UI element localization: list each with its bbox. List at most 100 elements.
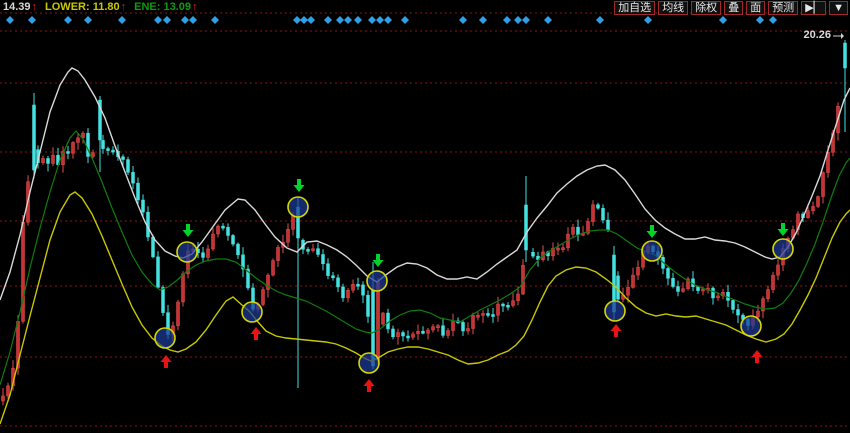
- forecast-button[interactable]: 预测: [768, 1, 799, 15]
- up-candle: [816, 196, 820, 207]
- sell-arrow-icon: [646, 225, 658, 238]
- event-diamond-icon: [64, 16, 72, 24]
- down-candle: [98, 99, 102, 141]
- event-diamond-icon: [324, 16, 332, 24]
- down-candle: [236, 243, 240, 256]
- up-candle: [631, 274, 635, 288]
- up-candle: [286, 229, 290, 243]
- up-candle: [396, 332, 400, 338]
- buy-signal-circle: [241, 301, 263, 323]
- event-diamond-icon: [354, 16, 362, 24]
- dropdown-button[interactable]: ▼: [829, 1, 848, 15]
- up-candle: [591, 204, 595, 222]
- up-candle: [811, 206, 815, 211]
- up-candle: [381, 312, 385, 325]
- up-candle: [436, 325, 440, 328]
- down-candle: [161, 287, 165, 313]
- down-candle: [231, 235, 235, 245]
- ene-middle-band-line: [0, 130, 850, 386]
- event-diamond-icon: [163, 16, 171, 24]
- up-candle: [716, 295, 720, 299]
- up-candle: [471, 315, 475, 329]
- down-candle: [843, 42, 847, 69]
- event-diamond-icon: [84, 16, 92, 24]
- down-candle: [316, 248, 320, 255]
- sell-signal-circle: [641, 240, 663, 262]
- event-diamond-icon: [118, 16, 126, 24]
- down-candle: [126, 159, 130, 173]
- down-candle: [201, 252, 205, 258]
- sell-signal-circle: [366, 270, 388, 292]
- down-candle: [606, 219, 610, 231]
- up-candle: [216, 225, 220, 235]
- event-diamond-icon: [503, 16, 511, 24]
- down-candle: [111, 149, 115, 153]
- down-candle: [421, 330, 425, 334]
- down-candle: [531, 252, 535, 257]
- indicator-price-value: 14.39: [3, 1, 31, 13]
- ex-rights-button[interactable]: 除权: [691, 1, 722, 15]
- up-candle: [81, 132, 85, 139]
- window-button[interactable]: 面: [746, 1, 766, 15]
- up-candle: [756, 310, 760, 317]
- up-candle: [446, 330, 450, 336]
- last-price-label: 20.26: [803, 29, 831, 41]
- up-candle: [636, 266, 640, 276]
- indicator-header: 14.39↑ LOWER: 11.80↑ ENE: 13.09↑: [3, 1, 205, 13]
- down-candle: [671, 278, 675, 287]
- event-diamond-icon: [401, 16, 409, 24]
- down-candle: [106, 148, 110, 151]
- event-diamond-icon: [522, 16, 530, 24]
- up-candle: [211, 233, 215, 250]
- ene-lower-band-line: [0, 191, 850, 425]
- sell-signal-circle: [287, 196, 309, 218]
- up-candle: [551, 247, 555, 257]
- up-candle: [1, 395, 5, 402]
- event-diamond-icon: [479, 16, 487, 24]
- event-diamond-icon: [368, 16, 376, 24]
- up-arrow-icon: ↑: [31, 1, 38, 13]
- down-candle: [666, 268, 670, 279]
- down-candle: [461, 322, 465, 332]
- down-candle: [341, 286, 345, 299]
- down-candle: [356, 284, 360, 287]
- event-diamond-icon: [769, 16, 777, 24]
- event-diamond-icon: [596, 16, 604, 24]
- event-diamond-icon: [336, 16, 344, 24]
- up-candle: [271, 260, 275, 276]
- up-candle: [346, 290, 350, 299]
- event-diamond-icon: [376, 16, 384, 24]
- event-diamond-icon: [384, 16, 392, 24]
- event-diamond-icon: [6, 16, 14, 24]
- moving-average-button[interactable]: 均线: [658, 1, 689, 15]
- buy-arrow-icon: [751, 350, 763, 363]
- up-candle: [586, 221, 590, 234]
- up-candle: [21, 222, 25, 322]
- event-diamond-icon: [300, 16, 308, 24]
- down-candle: [121, 156, 125, 160]
- up-candle: [771, 274, 775, 290]
- down-candle: [731, 300, 735, 310]
- up-candle: [6, 385, 10, 397]
- up-candle: [511, 300, 515, 306]
- up-candle: [556, 247, 560, 251]
- up-candle: [571, 226, 575, 235]
- down-candle: [736, 309, 740, 316]
- next-page-button[interactable]: ▶▏: [801, 1, 827, 15]
- down-candle: [331, 275, 335, 279]
- down-candle: [676, 286, 680, 292]
- down-candle: [101, 140, 105, 149]
- add-watchlist-button[interactable]: 加自选: [614, 1, 656, 15]
- sell-arrow-icon: [372, 254, 384, 267]
- down-candle: [336, 277, 340, 288]
- down-candle: [576, 226, 580, 235]
- up-candle: [681, 288, 685, 292]
- up-candle: [451, 320, 455, 331]
- buy-arrow-icon: [610, 324, 622, 337]
- event-diamond-icon: [344, 16, 352, 24]
- overlay-button[interactable]: 叠: [724, 1, 744, 15]
- down-candle: [86, 132, 90, 157]
- indicator-lower: LOWER: 11.80↑: [45, 1, 126, 13]
- indicator-price: 14.39↑: [3, 1, 37, 13]
